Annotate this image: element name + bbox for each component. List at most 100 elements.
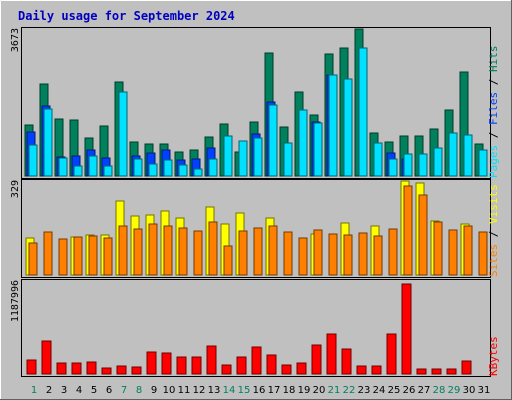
pages-bar-8	[133, 158, 143, 177]
sites-bar-21	[328, 233, 338, 276]
day-label-27: 27	[418, 385, 431, 396]
pages-bar-20	[313, 122, 323, 177]
day-label-6: 6	[106, 385, 112, 396]
sites-bar-20	[313, 229, 323, 276]
sites-bar-5	[88, 235, 98, 276]
day-label-30: 30	[463, 385, 476, 396]
sites-bar-7	[118, 225, 128, 276]
sites-bar-27	[418, 194, 428, 276]
kbytes-bar-10	[161, 352, 172, 375]
day-label-11: 11	[178, 385, 191, 396]
sites-bar-3	[58, 238, 68, 276]
kbytes-bar-14	[221, 364, 232, 375]
sites-bar-9	[148, 223, 158, 276]
pages-bar-19	[298, 109, 308, 177]
sites-bar-10	[163, 225, 173, 276]
legend-sep-3: /	[487, 224, 500, 244]
day-label-9: 9	[151, 385, 157, 396]
chart-title: Daily usage for September 2024	[18, 9, 235, 23]
pages-bar-29	[448, 132, 458, 177]
day-label-25: 25	[388, 385, 401, 396]
legend-sep-1: /	[487, 125, 500, 145]
pages-bar-21	[328, 74, 338, 177]
legend-sites: Sites	[487, 244, 500, 277]
day-label-2: 2	[46, 385, 52, 396]
sites-bar-28	[433, 221, 443, 276]
day-label-17: 17	[268, 385, 281, 396]
pages-bar-16	[253, 137, 263, 177]
pages-bar-26	[403, 153, 413, 177]
legend-sep-2: /	[487, 72, 500, 92]
pages-bar-7	[118, 91, 128, 177]
sites-bar-12	[193, 230, 203, 276]
kbytes-bar-4	[71, 362, 82, 375]
sites-bar-6	[103, 237, 113, 276]
kbytes-bar-8	[131, 366, 142, 375]
kbytes-bar-13	[206, 345, 217, 375]
kbytes-bar-15	[236, 356, 247, 375]
pages-bar-23	[358, 47, 368, 177]
kbytes-bar-9	[146, 351, 157, 375]
legend-kbytes-panel: KBytes	[487, 336, 500, 376]
sites-bar-24	[373, 235, 383, 276]
day-labels: 1 2 3 4 5 6 7 8 9 10 11 12 13 14 15 16 17 18 19 20 21 22 23 24 2…	[31, 385, 491, 396]
legend-pages: Pages	[487, 145, 500, 178]
kbytes-bar-2	[41, 340, 52, 375]
sites-bar-2	[43, 231, 53, 276]
sites-bar-14	[223, 245, 233, 276]
day-label-1: 1	[31, 385, 37, 396]
kbytes-bar-16	[251, 346, 262, 375]
pages-bar-15	[238, 140, 248, 177]
pages-bar-11	[178, 164, 188, 177]
day-label-7: 7	[121, 385, 127, 396]
pages-bar-2	[43, 108, 53, 177]
day-label-12: 12	[193, 385, 206, 396]
sites-bar-15	[238, 230, 248, 276]
kbytes-bar-29	[446, 368, 457, 375]
pages-bar-25	[388, 158, 398, 177]
chart-bars	[24, 28, 488, 375]
sites-bar-22	[343, 234, 353, 276]
pages-bar-27	[418, 153, 428, 177]
day-label-29: 29	[448, 385, 461, 396]
day-label-5: 5	[91, 385, 97, 396]
kbytes-bar-24	[371, 365, 382, 375]
kbytes-bar-1	[26, 359, 37, 375]
pages-bar-9	[148, 163, 158, 177]
kbytes-bar-27	[416, 368, 427, 375]
pages-bar-12	[193, 168, 203, 177]
sites-bar-23	[358, 232, 368, 276]
day-label-3: 3	[61, 385, 67, 396]
day-label-26: 26	[403, 385, 416, 396]
sites-bar-26	[403, 185, 413, 276]
sites-bar-25	[388, 228, 398, 276]
pages-bar-3	[58, 157, 68, 177]
sites-bar-31	[478, 231, 488, 276]
day-label-20: 20	[313, 385, 326, 396]
day-label-24: 24	[373, 385, 386, 396]
pages-bar-22	[343, 78, 353, 177]
pages-bar-13	[208, 158, 218, 177]
sites-bar-29	[448, 229, 458, 276]
kbytes-bar-5	[86, 361, 97, 375]
sites-bar-16	[253, 227, 263, 276]
day-label-4: 4	[76, 385, 82, 396]
legend-visits-panel: Sites / Visits	[487, 184, 500, 277]
kbytes-bar-19	[296, 362, 307, 375]
pages-bar-4	[73, 165, 83, 177]
pages-bar-24	[373, 142, 383, 177]
day-label-19: 19	[298, 385, 311, 396]
day-label-16: 16	[253, 385, 266, 396]
kbytes-bar-22	[341, 348, 352, 375]
day-label-23: 23	[358, 385, 371, 396]
kbytes-bar-25	[386, 333, 397, 375]
pages-bar-5	[88, 155, 98, 177]
kbytes-bar-11	[176, 356, 187, 375]
pages-bar-17	[268, 104, 278, 177]
sites-bar-8	[133, 228, 143, 276]
sites-bar-4	[73, 236, 83, 276]
kbytes-bar-18	[281, 364, 292, 375]
kbytes-bar-12	[191, 356, 202, 375]
max-label-visits: 329	[10, 180, 21, 198]
max-label-kbytes: 1187996	[10, 280, 21, 322]
